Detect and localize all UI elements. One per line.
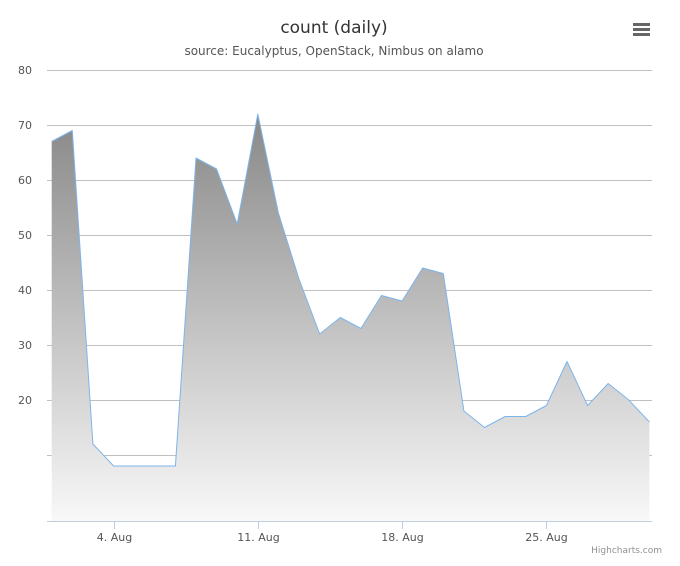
data-point[interactable]	[89, 440, 97, 448]
x-axis-labels: 4. Aug 11. Aug 18. Aug 25. Aug	[97, 531, 568, 544]
data-point[interactable]	[274, 209, 282, 217]
x-tick-label: 25. Aug	[525, 531, 567, 544]
data-point[interactable]	[481, 424, 489, 432]
area-fill	[51, 114, 650, 521]
credits-text: Highcharts.com	[591, 546, 662, 556]
data-point[interactable]	[584, 402, 592, 410]
data-point[interactable]	[151, 462, 159, 470]
axes	[47, 521, 652, 529]
chart-title: count (daily)	[280, 18, 387, 38]
data-point[interactable]	[213, 165, 221, 173]
data-point[interactable]	[625, 396, 633, 404]
data-point[interactable]	[398, 297, 406, 305]
y-tick-label: 20	[18, 394, 32, 407]
data-point[interactable]	[604, 380, 612, 388]
x-tick-label: 18. Aug	[381, 531, 423, 544]
data-point[interactable]	[336, 314, 344, 322]
data-point[interactable]	[460, 407, 468, 415]
y-tick-label: 80	[18, 64, 32, 77]
data-point[interactable]	[316, 330, 324, 338]
data-point[interactable]	[110, 462, 118, 470]
y-tick-label: 70	[18, 119, 32, 132]
data-point[interactable]	[522, 413, 530, 421]
data-point[interactable]	[295, 275, 303, 283]
x-tick-label: 4. Aug	[97, 531, 132, 544]
y-axis-labels: 20 30 40 50 60 70 80	[18, 64, 32, 407]
data-point[interactable]	[130, 462, 138, 470]
credits-link[interactable]: Highcharts.com	[591, 546, 662, 556]
data-point[interactable]	[357, 325, 365, 333]
data-point[interactable]	[254, 110, 262, 118]
data-point[interactable]	[563, 358, 571, 366]
chart-subtitle: source: Eucalyptus, OpenStack, Nimbus on…	[184, 44, 483, 58]
data-point[interactable]	[48, 138, 56, 146]
data-point[interactable]	[542, 402, 550, 410]
y-tick-label: 30	[18, 339, 32, 352]
data-point[interactable]	[171, 462, 179, 470]
data-point[interactable]	[233, 220, 241, 228]
data-point[interactable]	[378, 292, 386, 300]
plot-area	[48, 110, 653, 521]
data-point[interactable]	[645, 418, 653, 426]
data-point[interactable]	[192, 154, 200, 162]
data-point[interactable]	[68, 127, 76, 135]
chart-menu-button[interactable]	[624, 15, 658, 41]
hamburger-menu-icon	[633, 23, 650, 36]
x-tick-label: 11. Aug	[237, 531, 279, 544]
series-line	[51, 113, 650, 467]
y-tick-label: 40	[18, 284, 32, 297]
data-point[interactable]	[439, 270, 447, 278]
data-point[interactable]	[419, 264, 427, 272]
y-tick-label: 50	[18, 229, 32, 242]
data-point[interactable]	[501, 413, 509, 421]
y-tick-label: 60	[18, 174, 32, 187]
